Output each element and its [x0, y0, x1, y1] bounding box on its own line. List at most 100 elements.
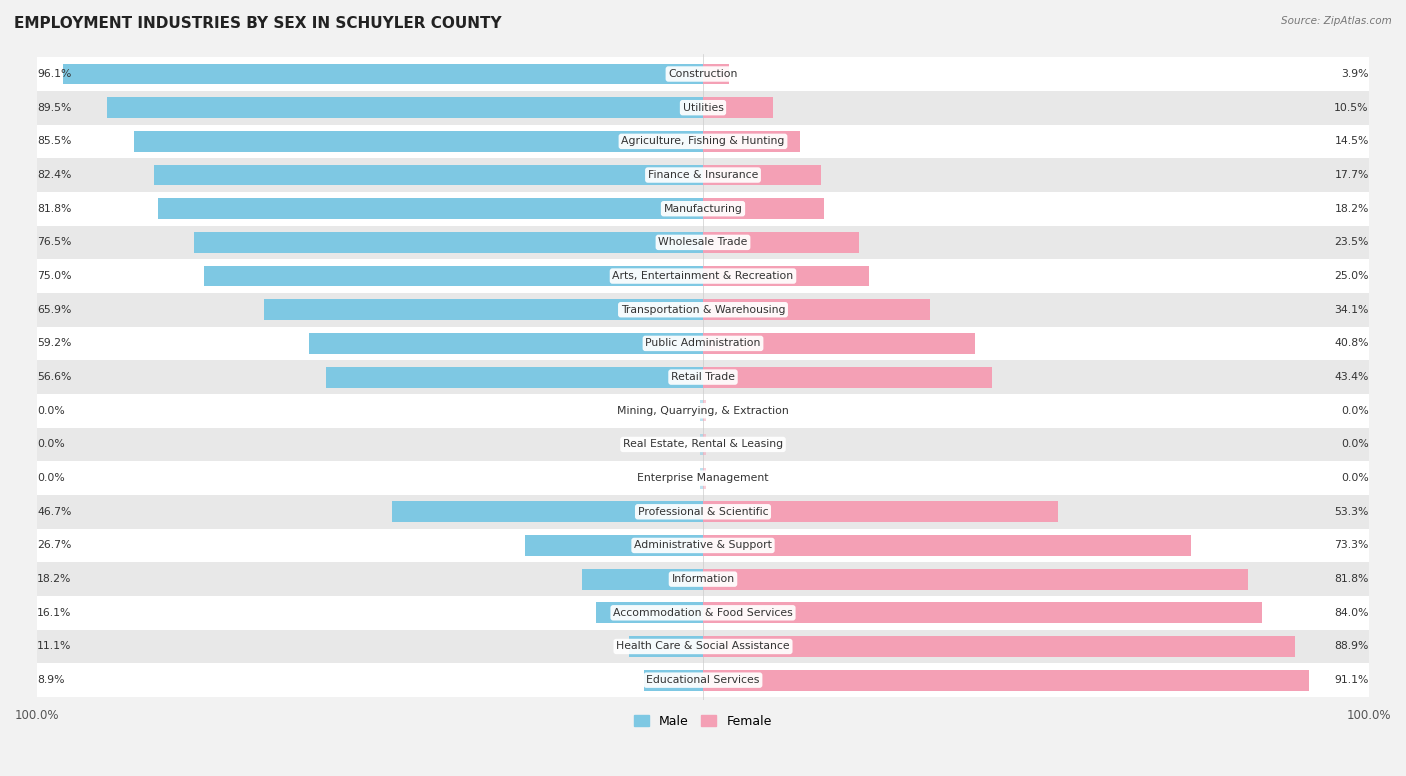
Text: 91.1%: 91.1%: [1334, 675, 1369, 685]
Bar: [703, 535, 1191, 556]
Text: Wholesale Trade: Wholesale Trade: [658, 237, 748, 248]
Text: Agriculture, Fishing & Hunting: Agriculture, Fishing & Hunting: [621, 137, 785, 147]
Text: Real Estate, Rental & Leasing: Real Estate, Rental & Leasing: [623, 439, 783, 449]
Bar: [37, 192, 1369, 226]
Text: 84.0%: 84.0%: [1334, 608, 1369, 618]
Text: Health Care & Social Assistance: Health Care & Social Assistance: [616, 642, 790, 652]
Bar: [37, 428, 1369, 461]
Text: Mining, Quarrying, & Extraction: Mining, Quarrying, & Extraction: [617, 406, 789, 416]
Text: 16.1%: 16.1%: [37, 608, 72, 618]
Bar: [37, 91, 1369, 124]
Text: 53.3%: 53.3%: [1334, 507, 1369, 517]
Bar: [37, 259, 1369, 293]
Text: 46.7%: 46.7%: [37, 507, 72, 517]
Text: 0.0%: 0.0%: [1341, 406, 1369, 416]
Text: 85.5%: 85.5%: [37, 137, 72, 147]
Bar: [703, 198, 824, 219]
Bar: [644, 670, 703, 691]
Text: Transportation & Warehousing: Transportation & Warehousing: [621, 305, 785, 315]
Text: 8.9%: 8.9%: [37, 675, 65, 685]
Text: Finance & Insurance: Finance & Insurance: [648, 170, 758, 180]
Bar: [700, 468, 703, 489]
Bar: [37, 461, 1369, 495]
Bar: [703, 265, 869, 286]
Text: 76.5%: 76.5%: [37, 237, 72, 248]
Bar: [392, 501, 703, 522]
Text: 88.9%: 88.9%: [1334, 642, 1369, 652]
Text: 89.5%: 89.5%: [37, 102, 72, 113]
Bar: [309, 333, 703, 354]
Text: 0.0%: 0.0%: [37, 439, 65, 449]
Text: Utilities: Utilities: [682, 102, 724, 113]
Text: 81.8%: 81.8%: [37, 204, 72, 213]
Text: 96.1%: 96.1%: [37, 69, 72, 79]
Bar: [703, 232, 859, 253]
Text: Public Administration: Public Administration: [645, 338, 761, 348]
Text: 0.0%: 0.0%: [1341, 473, 1369, 483]
Bar: [37, 158, 1369, 192]
Bar: [37, 293, 1369, 327]
Text: Enterprise Management: Enterprise Management: [637, 473, 769, 483]
Bar: [703, 670, 1309, 691]
Text: Construction: Construction: [668, 69, 738, 79]
Bar: [37, 394, 1369, 428]
Bar: [703, 569, 1247, 590]
Text: 26.7%: 26.7%: [37, 540, 72, 550]
Bar: [37, 629, 1369, 663]
Text: Arts, Entertainment & Recreation: Arts, Entertainment & Recreation: [613, 271, 793, 281]
Bar: [37, 663, 1369, 697]
Bar: [37, 563, 1369, 596]
Text: Information: Information: [672, 574, 734, 584]
Bar: [194, 232, 703, 253]
Bar: [155, 165, 703, 185]
Bar: [703, 333, 974, 354]
Text: 18.2%: 18.2%: [1334, 204, 1369, 213]
Text: 0.0%: 0.0%: [37, 473, 65, 483]
Bar: [37, 528, 1369, 563]
Text: 14.5%: 14.5%: [1334, 137, 1369, 147]
Bar: [703, 468, 706, 489]
Text: 3.9%: 3.9%: [1341, 69, 1369, 79]
Bar: [703, 366, 993, 387]
Text: 75.0%: 75.0%: [37, 271, 72, 281]
Bar: [134, 131, 703, 152]
Bar: [703, 602, 1263, 623]
Text: 43.4%: 43.4%: [1334, 372, 1369, 382]
Bar: [37, 360, 1369, 394]
Text: Professional & Scientific: Professional & Scientific: [638, 507, 768, 517]
Bar: [628, 636, 703, 657]
Bar: [37, 596, 1369, 629]
Bar: [63, 64, 703, 85]
Text: 40.8%: 40.8%: [1334, 338, 1369, 348]
Bar: [37, 124, 1369, 158]
Bar: [37, 327, 1369, 360]
Bar: [700, 434, 703, 455]
Text: 82.4%: 82.4%: [37, 170, 72, 180]
Text: 18.2%: 18.2%: [37, 574, 72, 584]
Bar: [37, 495, 1369, 528]
Text: Manufacturing: Manufacturing: [664, 204, 742, 213]
Bar: [703, 501, 1057, 522]
Bar: [703, 131, 800, 152]
Text: 10.5%: 10.5%: [1334, 102, 1369, 113]
Bar: [526, 535, 703, 556]
Bar: [264, 300, 703, 320]
Text: 17.7%: 17.7%: [1334, 170, 1369, 180]
Text: 65.9%: 65.9%: [37, 305, 72, 315]
Bar: [582, 569, 703, 590]
Bar: [326, 366, 703, 387]
Bar: [703, 165, 821, 185]
Text: 81.8%: 81.8%: [1334, 574, 1369, 584]
Text: Educational Services: Educational Services: [647, 675, 759, 685]
Bar: [703, 636, 1295, 657]
Text: 23.5%: 23.5%: [1334, 237, 1369, 248]
Bar: [700, 400, 703, 421]
Text: 59.2%: 59.2%: [37, 338, 72, 348]
Text: 25.0%: 25.0%: [1334, 271, 1369, 281]
Bar: [596, 602, 703, 623]
Bar: [107, 97, 703, 118]
Text: 0.0%: 0.0%: [1341, 439, 1369, 449]
Text: EMPLOYMENT INDUSTRIES BY SEX IN SCHUYLER COUNTY: EMPLOYMENT INDUSTRIES BY SEX IN SCHUYLER…: [14, 16, 502, 30]
Text: Retail Trade: Retail Trade: [671, 372, 735, 382]
Legend: Male, Female: Male, Female: [630, 710, 776, 733]
